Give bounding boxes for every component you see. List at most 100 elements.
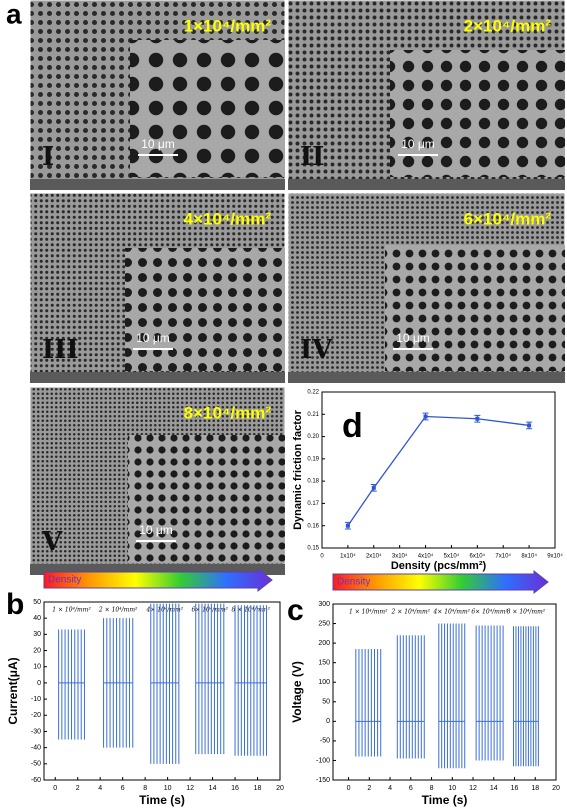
x-tick-label: 12 (469, 785, 477, 792)
x-axis-label: Time (s) (139, 793, 185, 807)
x-tick-label: 14 (490, 785, 498, 792)
scale-bar-label: 10 μm (401, 137, 435, 151)
y-tick-label: -30 (31, 728, 41, 735)
y-tick-label: 30 (33, 631, 41, 638)
x-axis-label: Density (pcs/mm²) (391, 560, 487, 572)
x-tick-label: 20 (276, 785, 284, 792)
group-label: 4× 10⁴/mm² (146, 607, 184, 614)
scale-bar-label: 10 μm (396, 331, 430, 345)
x-tick-label: 0 (53, 785, 57, 792)
density-label: 8×10⁴/mm² (184, 403, 272, 422)
y-tick-label: 0.19 (307, 456, 319, 462)
y-tick-label: 0.21 (307, 412, 319, 418)
x-tick-label: 2 (76, 785, 80, 792)
y-tick-label: 0.17 (307, 501, 319, 507)
data-point (371, 485, 376, 490)
y-tick-label: 0 (37, 680, 41, 687)
numeral: I (42, 142, 54, 172)
x-tick-label: 0 (320, 554, 324, 560)
y-tick-label: -50 (320, 738, 330, 745)
panel-label: c (287, 594, 304, 627)
x-tick-label: 10 (448, 785, 456, 792)
scale-bar-label: 10 μm (136, 331, 170, 345)
x-tick-label: 6 (121, 785, 125, 792)
x-tick-label: 8x10⁴ (521, 553, 537, 560)
x-tick-label: 18 (254, 785, 262, 792)
x-tick-label: 7x10⁴ (495, 553, 511, 560)
x-tick-label: 16 (511, 785, 519, 792)
sem-inset (125, 248, 285, 371)
density-label: 2×10⁴/mm² (464, 16, 552, 35)
plot-frame (43, 601, 281, 781)
x-tick-label: 6x10⁴ (470, 553, 486, 560)
x-tick-label: 0 (347, 785, 351, 792)
data-point (345, 523, 350, 528)
plot-frame (332, 603, 557, 781)
x-tick-label: 12 (186, 785, 194, 792)
info-bar (30, 179, 285, 190)
density-arrow (43, 567, 273, 593)
y-tick-label: 50 (322, 699, 330, 706)
data-point (527, 423, 532, 428)
x-tick-label: 4x10⁴ (418, 553, 434, 560)
x-tick-label: 18 (531, 785, 539, 792)
y-tick-label: -60 (31, 777, 41, 784)
y-tick-label: 0.22 (307, 390, 319, 396)
group-label: 6× 10⁴/mm² (191, 607, 228, 614)
y-axis-label: Dynamic friction factor (292, 409, 304, 530)
data-line (347, 415, 530, 527)
group-label: 2 × 10⁴/mm² (391, 609, 431, 616)
numeral: IV (300, 335, 333, 365)
y-tick-label: 150 (318, 660, 330, 667)
y-tick-label: 40 (33, 615, 41, 622)
x-tick-label: 10 (164, 785, 172, 792)
y-tick-label: 100 (318, 679, 330, 686)
x-tick-label: 8 (430, 785, 434, 792)
x-tick-label: 16 (231, 785, 239, 792)
x-tick-label: 14 (209, 785, 217, 792)
y-tick-label: 200 (318, 640, 330, 647)
y-tick-label: 10 (33, 664, 41, 671)
x-tick-label: 8 (143, 785, 147, 792)
y-tick-label: 0.16 (307, 523, 319, 529)
x-tick-label: 2x10⁴ (366, 553, 382, 560)
x-axis-label: Time (s) (422, 793, 468, 807)
density-arrow (332, 569, 549, 595)
y-tick-label: -20 (31, 712, 41, 719)
density-label: 6×10⁴/mm² (464, 209, 552, 228)
y-axis-label: Current(μA) (6, 657, 20, 724)
sem-inset (130, 40, 285, 177)
scale-bar-label: 10 μm (141, 137, 175, 151)
group-label: 6× 10⁴/mm² (471, 609, 508, 616)
sem-inset (385, 245, 565, 371)
y-tick-label: -40 (31, 744, 41, 751)
y-tick-label: 0.18 (307, 479, 319, 485)
panel-label: a (6, 0, 22, 29)
panel-label: b (6, 588, 24, 621)
density-legend-label: Density (48, 575, 81, 586)
plot-frame (321, 391, 556, 549)
group-label: 1 × 10⁴/mm² (52, 607, 91, 614)
x-tick-label: 1x10⁴ (340, 553, 356, 560)
x-tick-label: 20 (552, 785, 560, 792)
data-point (475, 416, 480, 421)
x-tick-label: 5x10⁴ (444, 553, 460, 560)
y-tick-label: -10 (31, 696, 41, 703)
y-tick-label: 0.15 (307, 546, 319, 552)
group-label: 2 × 10⁴/mm² (98, 607, 138, 614)
sem-inset (390, 50, 565, 177)
group-label: 8 × 10⁴/mm² (507, 609, 546, 616)
info-bar (30, 372, 285, 383)
y-tick-label: 250 (318, 620, 330, 627)
density-label: 1×10⁴/mm² (184, 16, 272, 35)
group-label: 4× 10⁴/mm² (432, 609, 470, 616)
panel-label: d (342, 407, 363, 445)
x-tick-label: 2 (367, 785, 371, 792)
x-tick-label: 3x10⁴ (392, 553, 408, 560)
info-bar (30, 564, 285, 575)
numeral: V (41, 527, 63, 557)
info-bar (288, 372, 565, 383)
numeral: III (42, 335, 79, 365)
